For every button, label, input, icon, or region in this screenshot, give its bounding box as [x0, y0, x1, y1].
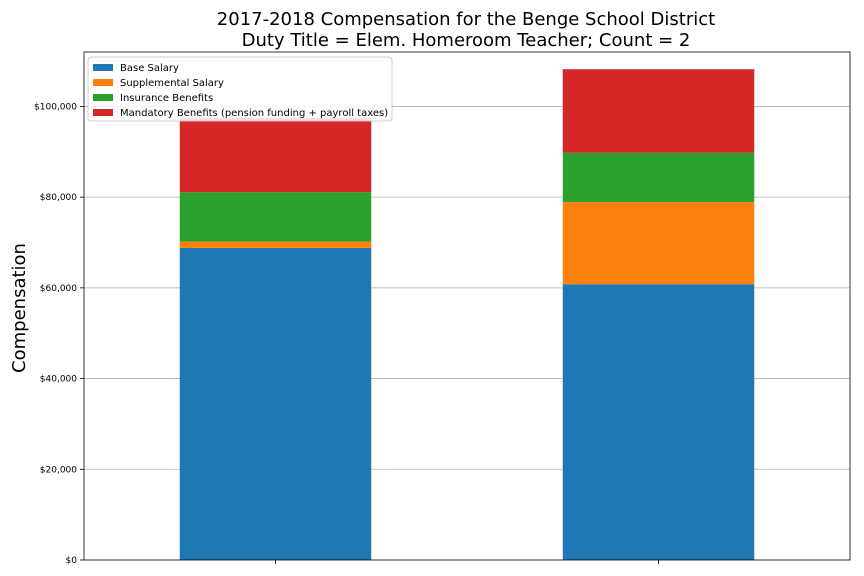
chart-subtitle: Duty Title = Elem. Homeroom Teacher; Cou… — [242, 30, 691, 51]
y-axis-label: Compensation — [9, 243, 30, 373]
plot-frame — [83, 51, 851, 561]
legend-label: Insurance Benefits — [120, 93, 213, 104]
y-tick-label: $100,000 — [34, 102, 77, 112]
legend: Base Salary Supplemental Salary Insurance … — [87, 56, 393, 122]
y-tick-label: $20,000 — [40, 465, 77, 475]
legend-label: Supplemental Salary — [120, 78, 224, 89]
bar-segment — [562, 152, 755, 203]
bar-segment — [562, 202, 755, 285]
bar-segment — [179, 192, 372, 242]
y-tick-label: $80,000 — [40, 193, 77, 203]
legend-label: Base Salary — [120, 63, 179, 74]
y-tick-label: $40,000 — [40, 375, 77, 385]
legend-swatch — [93, 94, 113, 101]
chart-title: 2017-2018 Compensation for the Benge Sch… — [217, 9, 715, 30]
bar-segment — [179, 117, 372, 193]
axes: $0 $20,000 $40,000 $60,000 $80,000 $100,000 — [34, 51, 851, 566]
legend-swatch — [93, 64, 113, 71]
bar-segment — [562, 284, 755, 560]
y-tick-label: $60,000 — [40, 284, 77, 294]
legend-box — [87, 56, 393, 122]
bar-segment — [179, 241, 372, 248]
legend-swatch — [93, 109, 113, 116]
bars — [179, 69, 755, 560]
legend-label: Mandatory Benefits (pension funding + pa… — [120, 108, 388, 119]
bar-segment — [179, 247, 372, 560]
legend-swatch — [93, 79, 113, 86]
bar-segment — [562, 69, 755, 153]
y-tick-label: $0 — [66, 556, 78, 566]
